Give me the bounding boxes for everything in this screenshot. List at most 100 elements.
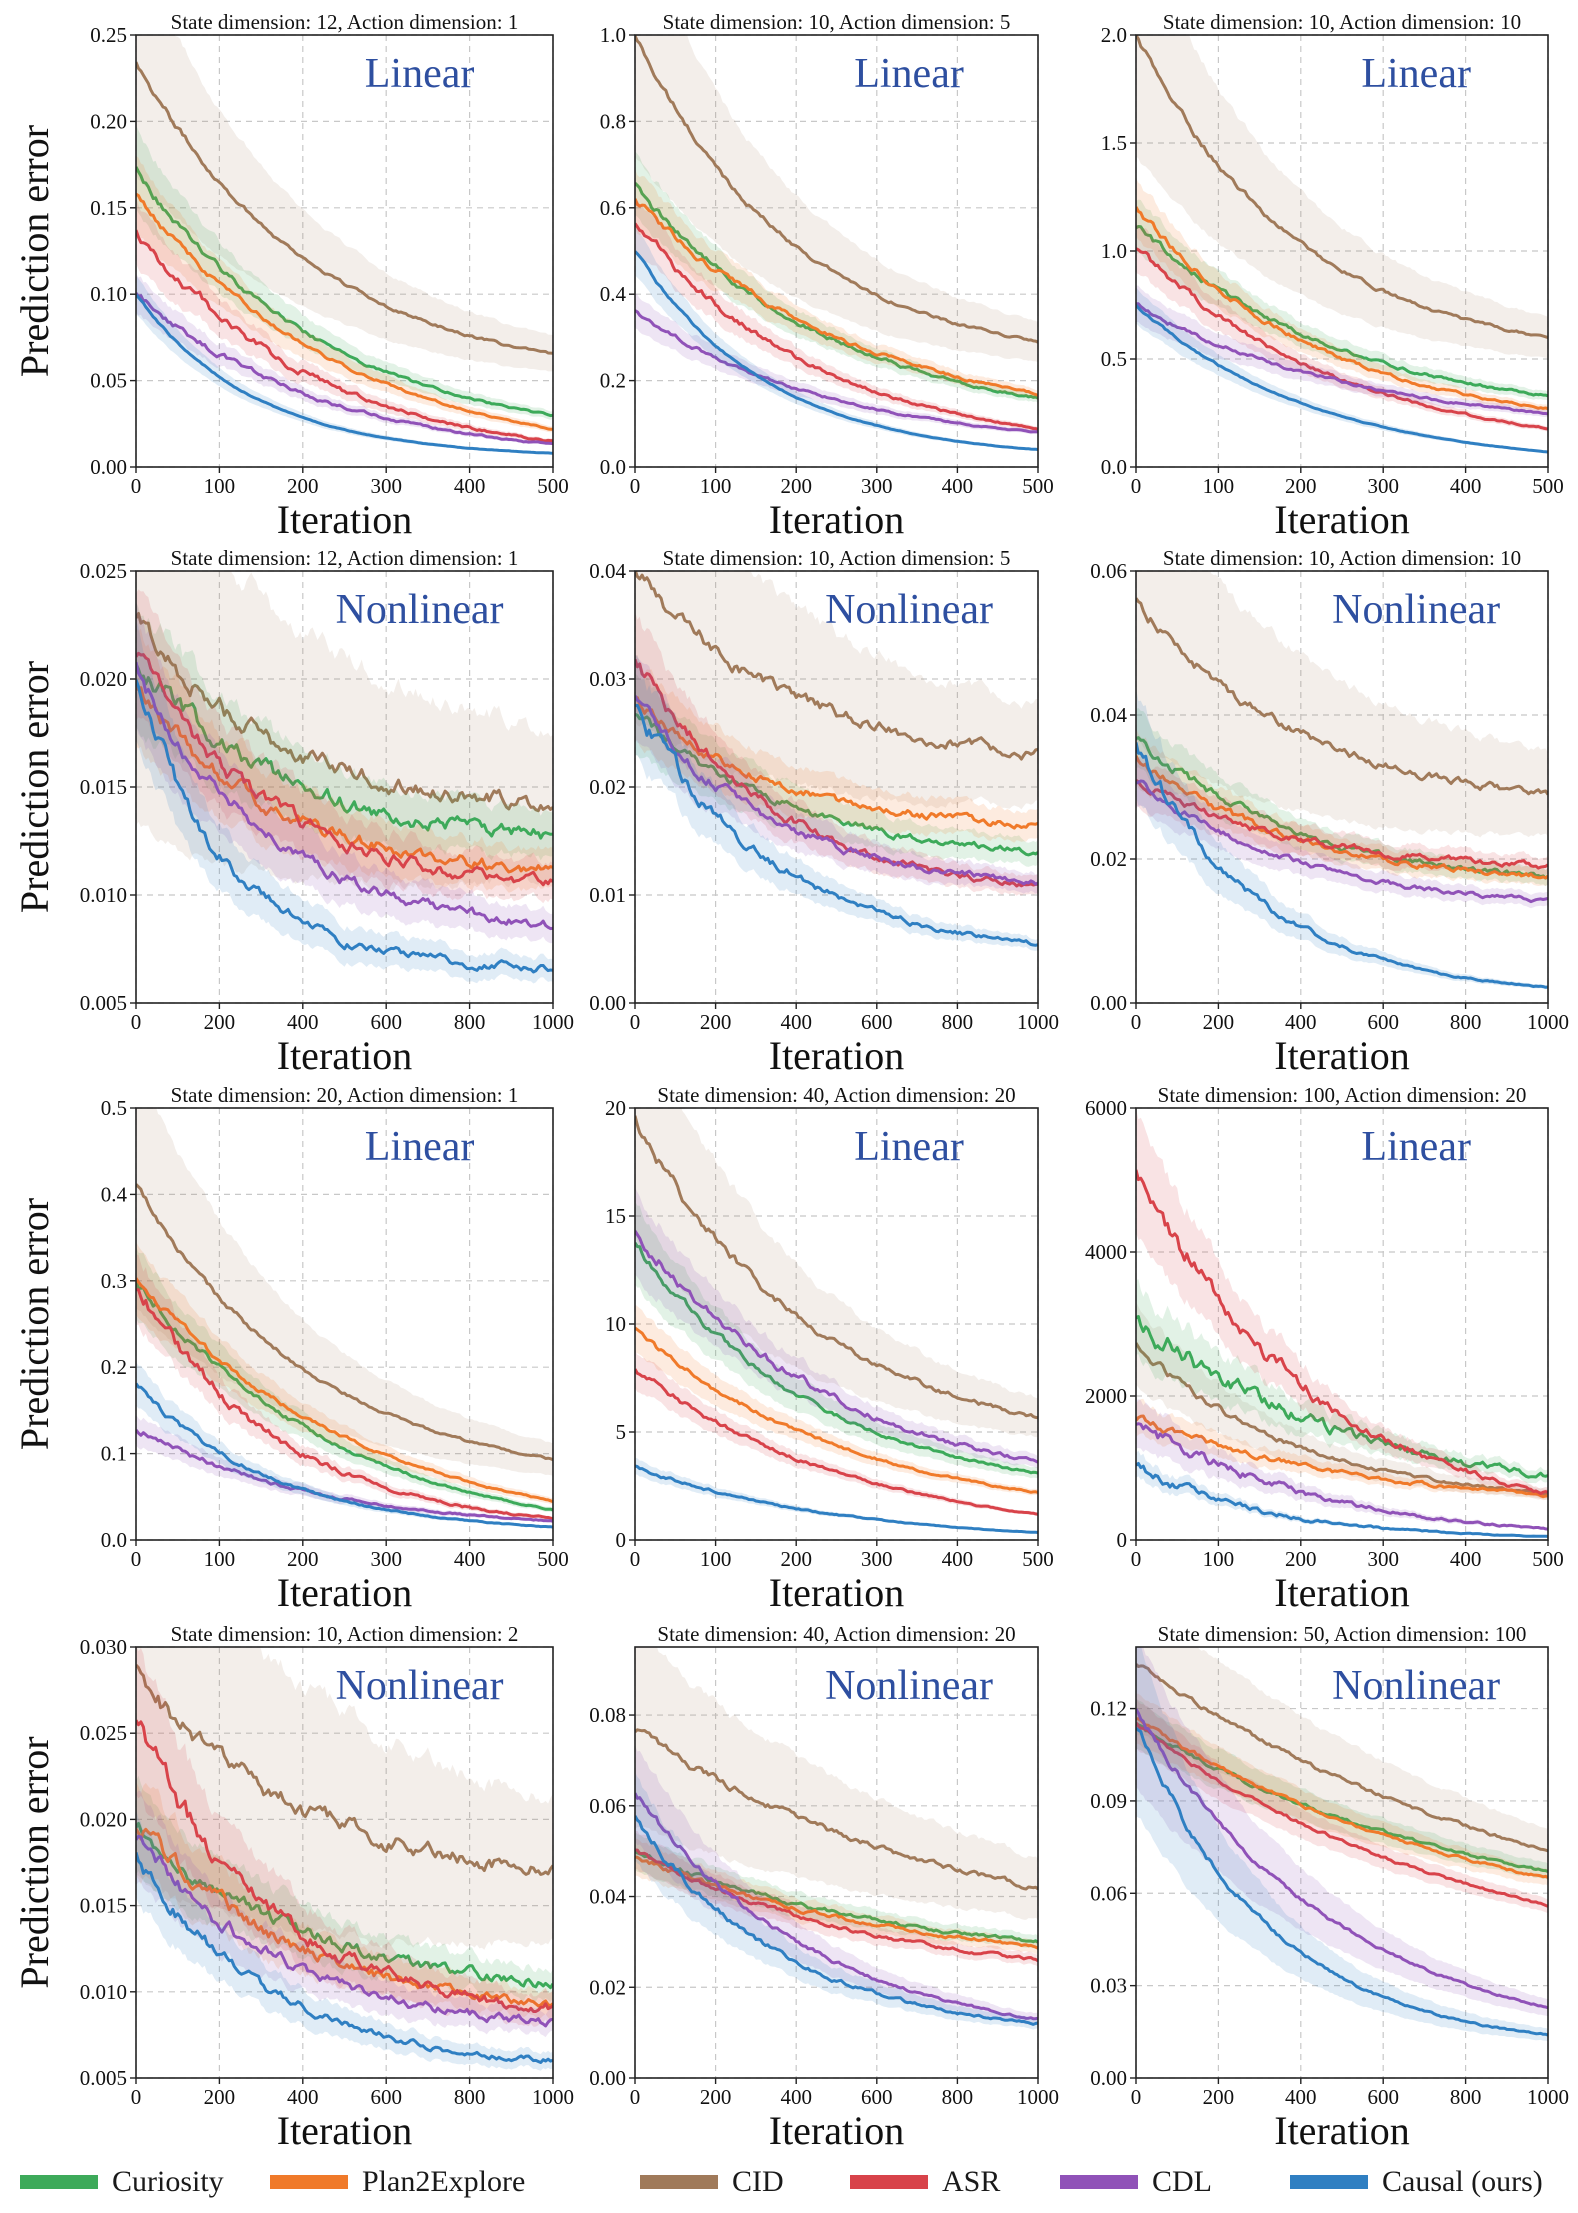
ytick-label-3: 0.6 <box>600 196 626 220</box>
ytick-label-2: 0.04 <box>589 1885 626 1909</box>
line-plan2explore <box>136 192 553 431</box>
axes-frame <box>634 34 1039 468</box>
xtick-label-2: 400 <box>780 1010 812 1034</box>
line-causal-ours <box>136 1851 553 2064</box>
ytick-label-3: 0.3 <box>101 1269 127 1293</box>
ytick-label-2: 4000 <box>1085 1240 1127 1264</box>
ytick-label-4: 0.4 <box>101 1182 128 1206</box>
ytick-label-3: 0.06 <box>1090 559 1127 583</box>
regime-label: Nonlinear <box>336 587 504 633</box>
plot-area <box>635 1108 1038 1534</box>
x-axis-label: Iteration <box>277 497 413 542</box>
regime-label: Linear <box>854 51 964 97</box>
line-plan2explore <box>1136 755 1548 880</box>
band-cdl <box>635 1187 1038 1469</box>
legend-item-plan2explore: Plan2Explore <box>270 2160 525 2204</box>
band-asr <box>1136 1108 1548 1498</box>
legend-swatch-cid <box>640 2175 718 2189</box>
xtick-label-2: 200 <box>1285 1547 1317 1571</box>
band-asr <box>136 1647 553 2027</box>
band-curiosity <box>136 601 553 861</box>
xtick-label-4: 400 <box>454 474 486 498</box>
band-cid <box>136 1108 553 1476</box>
line-causal-ours <box>1136 742 1548 989</box>
xtick-label-4: 400 <box>1450 474 1482 498</box>
xtick-label-2: 200 <box>780 1547 812 1571</box>
ytick-label-2: 10 <box>605 1312 626 1336</box>
ytick-label-3: 0.020 <box>80 667 127 691</box>
line-cid <box>1136 1342 1548 1496</box>
plot-area <box>136 1108 553 1529</box>
regime-label: Nonlinear <box>825 587 993 633</box>
x-axis-label: Iteration <box>769 1570 905 1615</box>
band-causal-ours <box>1136 1647 1548 2042</box>
line-cdl <box>136 1834 553 2028</box>
x-axis-label: Iteration <box>769 2108 905 2153</box>
xtick-label-1: 200 <box>1203 1010 1235 1034</box>
xtick-label-0: 0 <box>1131 1010 1142 1034</box>
band-plan2explore <box>136 1241 553 1505</box>
ytick-label-1: 0.5 <box>1101 347 1127 371</box>
legend-label-plan2explore: Plan2Explore <box>362 2165 526 2198</box>
x-axis-label: Iteration <box>277 2108 413 2153</box>
ytick-label-0: 0.005 <box>80 991 127 1015</box>
regime-label: Linear <box>854 1124 964 1170</box>
band-asr <box>635 196 1038 432</box>
ytick-label-2: 1.0 <box>1101 239 1127 263</box>
ytick-label-4: 20 <box>605 1096 626 1120</box>
band-causal-ours <box>635 227 1038 451</box>
line-cdl <box>1136 302 1548 416</box>
ytick-label-1: 0.02 <box>1090 847 1127 871</box>
band-cdl <box>136 1790 553 2038</box>
band-cid <box>136 35 553 372</box>
xtick-label-1: 200 <box>1203 2085 1235 2109</box>
line-plan2explore <box>136 1277 553 1504</box>
xtick-label-2: 400 <box>287 2085 319 2109</box>
xtick-label-0: 0 <box>131 1547 142 1571</box>
legend: Curiosity Plan2Explore CID ASR CDL Causa… <box>20 2160 1570 2204</box>
ytick-label-2: 0.06 <box>1090 1881 1127 1905</box>
band-plan2explore <box>635 168 1038 400</box>
line-cdl <box>1136 779 1548 904</box>
xtick-label-0: 0 <box>1131 474 1142 498</box>
band-plan2explore <box>635 1304 1038 1496</box>
line-plan2explore <box>1136 206 1548 411</box>
line-cdl <box>1136 1422 1548 1531</box>
band-causal-ours <box>635 655 1038 951</box>
line-cdl <box>136 292 553 446</box>
band-causal-ours <box>1136 287 1548 453</box>
x-axis-label: Iteration <box>1274 1570 1410 1615</box>
ytick-label-1: 2000 <box>1085 1384 1127 1408</box>
axes-frame <box>135 1646 554 2079</box>
line-cdl <box>635 1792 1038 2021</box>
legend-swatch-causal <box>1290 2175 1368 2189</box>
xtick-label-2: 200 <box>287 1547 319 1571</box>
xtick-label-3: 600 <box>861 1010 893 1034</box>
line-cdl <box>136 661 553 931</box>
subplot-5: 0 200 400 600 800 1000 0.00 0.01 0.02 0.03 0.04 Sta… <box>589 546 1059 1078</box>
line-cid <box>635 571 1038 761</box>
band-plan2explore <box>136 155 553 433</box>
ytick-label-3: 0.15 <box>90 196 127 220</box>
regime-label: Linear <box>365 1124 475 1170</box>
line-causal-ours <box>1136 304 1548 454</box>
line-curiosity <box>635 1241 1038 1475</box>
line-plan2explore <box>635 696 1038 830</box>
line-cdl <box>1136 1708 1548 2010</box>
regime-label: Nonlinear <box>1332 1663 1500 1709</box>
ytick-label-3: 1.5 <box>1101 131 1127 155</box>
plot-area <box>136 35 553 455</box>
subplot-3: 0 100 200 300 400 500 0.0 0.5 1.0 1.5 2.0 State dim… <box>1101 10 1564 542</box>
xtick-label-3: 600 <box>861 2085 893 2109</box>
xtick-label-4: 800 <box>454 1010 486 1034</box>
plot-area <box>635 35 1038 451</box>
regime-label: Linear <box>1361 51 1471 97</box>
xtick-label-0: 0 <box>1131 2085 1142 2109</box>
band-cid <box>1136 1647 1548 1873</box>
xtick-label-5: 1000 <box>532 2085 574 2109</box>
line-causal-ours <box>635 250 1038 451</box>
xtick-label-3: 600 <box>1367 1010 1399 1034</box>
line-asr <box>635 1368 1038 1516</box>
xtick-label-3: 300 <box>370 474 402 498</box>
line-asr <box>1136 779 1548 870</box>
